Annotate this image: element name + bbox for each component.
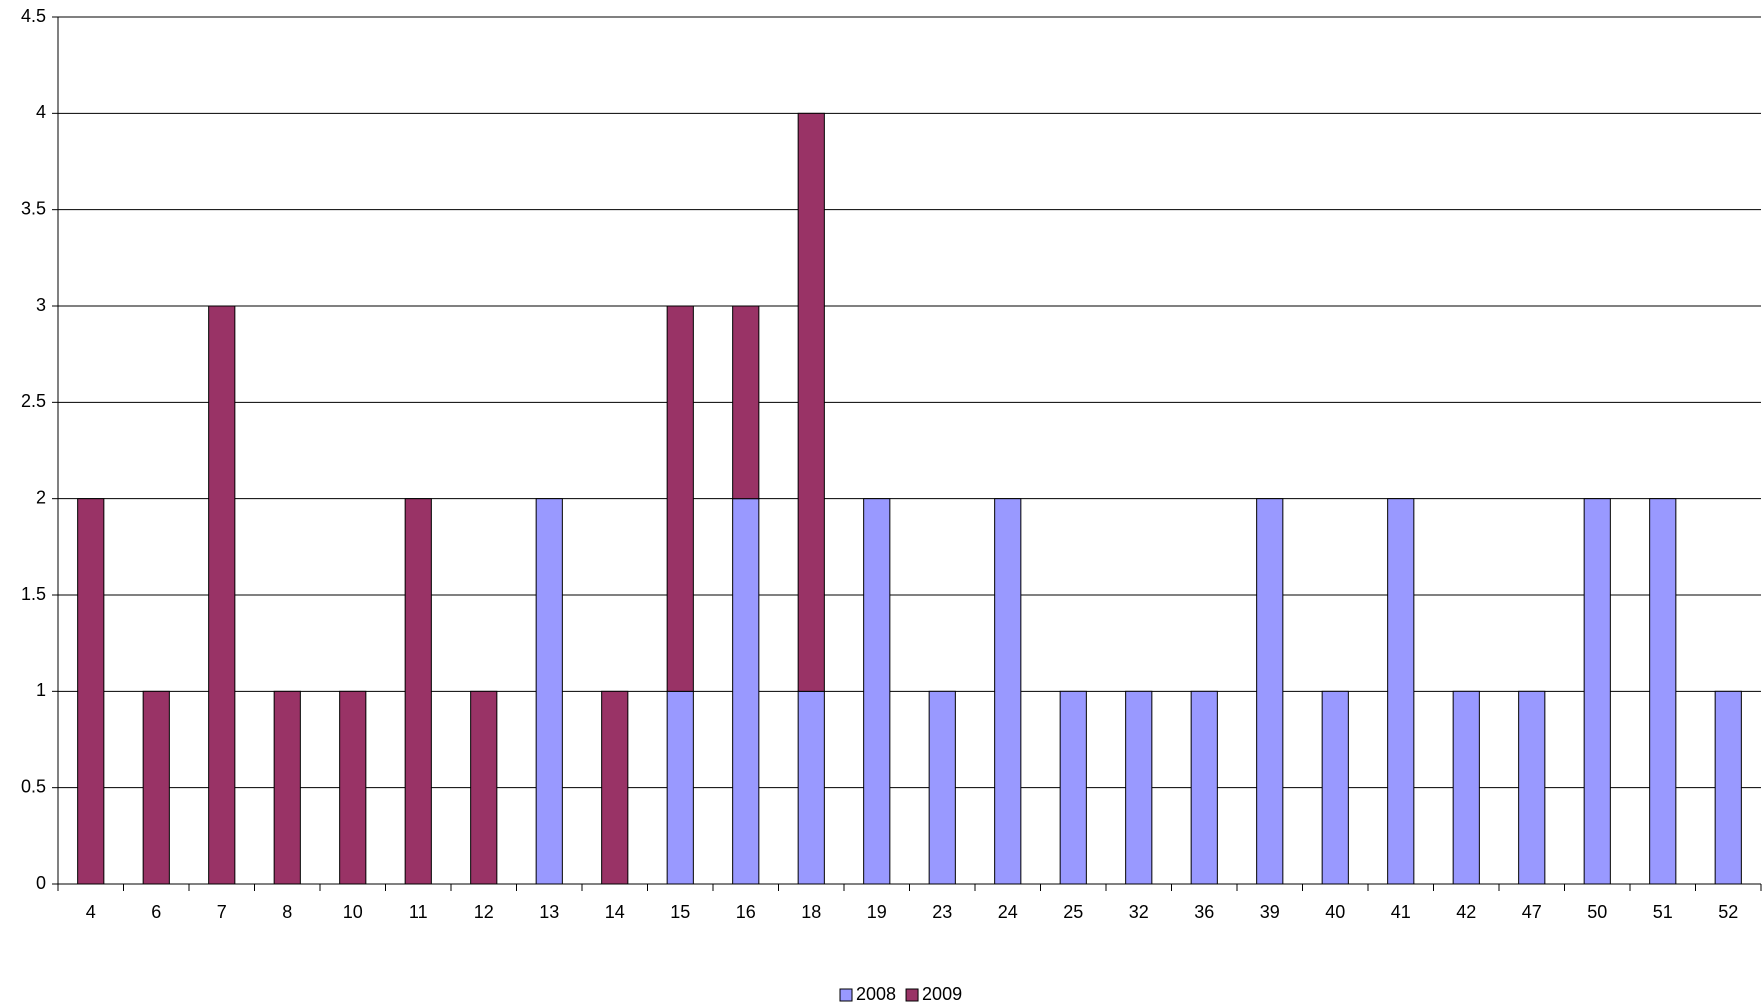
y-tick-label: 2	[36, 487, 46, 507]
bar-segment	[1715, 691, 1741, 884]
bar-segment	[405, 499, 431, 884]
x-tick-label: 19	[867, 902, 887, 922]
bar-segment	[536, 499, 562, 884]
bar-segment	[602, 691, 628, 884]
x-tick-label: 23	[932, 902, 952, 922]
x-tick-label: 41	[1391, 902, 1411, 922]
x-tick-label: 51	[1653, 902, 1673, 922]
bar-segment	[274, 691, 300, 884]
x-tick-label: 36	[1194, 902, 1214, 922]
x-tick-label: 14	[605, 902, 625, 922]
bar-segment	[1322, 691, 1348, 884]
x-tick-label: 7	[217, 902, 227, 922]
bar-segment	[733, 306, 759, 499]
x-tick-label: 4	[86, 902, 96, 922]
x-tick-label: 50	[1587, 902, 1607, 922]
bar-segment	[667, 306, 693, 691]
bar-segment	[1257, 499, 1283, 884]
bar-segment	[1191, 691, 1217, 884]
x-tick-label: 40	[1325, 902, 1345, 922]
y-tick-label: 3.5	[21, 198, 46, 218]
bar-segment	[1453, 691, 1479, 884]
bar-segment	[929, 691, 955, 884]
x-tick-label: 15	[670, 902, 690, 922]
y-tick-label: 0.5	[21, 776, 46, 796]
x-tick-label: 24	[998, 902, 1018, 922]
bar-segment	[1388, 499, 1414, 884]
bar-segment	[995, 499, 1021, 884]
x-tick-label: 25	[1063, 902, 1083, 922]
bar-segment	[209, 306, 235, 884]
y-tick-label: 0	[36, 873, 46, 893]
y-tick-label: 4	[36, 102, 46, 122]
bar-segment	[1519, 691, 1545, 884]
bar-segment	[864, 499, 890, 884]
bar-segment	[733, 499, 759, 884]
x-tick-label: 18	[801, 902, 821, 922]
bar-segment	[1060, 691, 1086, 884]
bar-segment	[798, 691, 824, 884]
bar-segment	[1584, 499, 1610, 884]
y-tick-label: 4.5	[21, 6, 46, 26]
x-tick-label: 8	[282, 902, 292, 922]
bar-segment	[798, 113, 824, 691]
bar-segment	[1126, 691, 1152, 884]
y-tick-label: 3	[36, 295, 46, 315]
x-tick-label: 10	[343, 902, 363, 922]
x-tick-label: 12	[474, 902, 494, 922]
legend-label: 2009	[922, 984, 962, 1004]
bar-segment	[143, 691, 169, 884]
legend-swatch	[906, 989, 918, 1001]
x-tick-label: 32	[1129, 902, 1149, 922]
bar-segment	[340, 691, 366, 884]
bar-segment	[471, 691, 497, 884]
y-tick-label: 1.5	[21, 584, 46, 604]
bar-segment	[1650, 499, 1676, 884]
x-tick-label: 6	[151, 902, 161, 922]
x-tick-label: 39	[1260, 902, 1280, 922]
x-tick-label: 47	[1522, 902, 1542, 922]
y-tick-label: 2.5	[21, 391, 46, 411]
chart: 0 0.5 1 1.5 2 2.5 3 3.5 4 4.5 4 6 7 8 10 11 12 13 14 15 16 18…	[0, 0, 1762, 1008]
y-tick-label: 1	[36, 680, 46, 700]
bar-segment	[78, 499, 104, 884]
x-tick-label: 13	[539, 902, 559, 922]
x-tick-label: 11	[409, 902, 428, 922]
legend-swatch	[840, 989, 852, 1001]
x-tick-label: 52	[1718, 902, 1738, 922]
legend-label: 2008	[856, 984, 896, 1004]
x-tick-label: 42	[1456, 902, 1476, 922]
bar-segment	[667, 691, 693, 884]
x-tick-label: 16	[736, 902, 756, 922]
